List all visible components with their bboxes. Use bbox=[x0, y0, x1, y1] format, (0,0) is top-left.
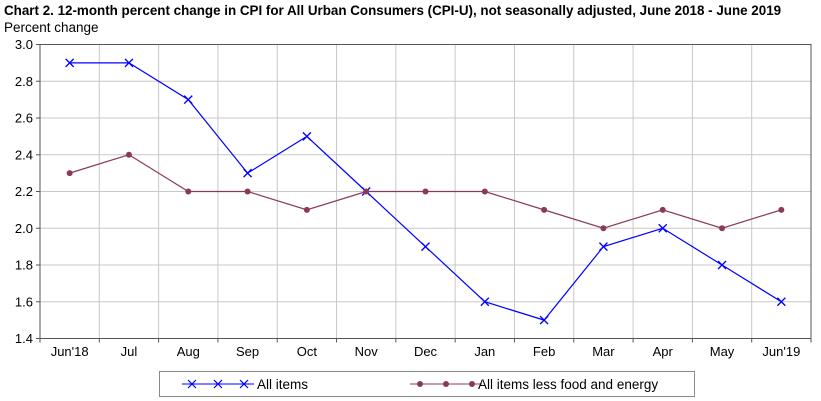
x-tick-label-7: Jan bbox=[474, 344, 495, 359]
legend-label-core: All items less food and energy bbox=[478, 377, 659, 392]
legend-swatch-core bbox=[410, 381, 482, 387]
x-tick-label-5: Nov bbox=[355, 344, 379, 359]
point-s1-4 bbox=[303, 206, 310, 213]
legend-label-all-items: All items bbox=[257, 377, 309, 392]
y-tick-label-0: 1.4 bbox=[15, 331, 33, 346]
x-tick-label-11: May bbox=[710, 344, 735, 359]
y-axis-label: Percent change bbox=[4, 20, 99, 35]
y-tick-label-8: 3.0 bbox=[15, 37, 33, 52]
x-tick-label-12: Jun'19 bbox=[762, 344, 800, 359]
x-tick-label-4: Oct bbox=[297, 344, 318, 359]
point-s0-11 bbox=[717, 260, 727, 270]
y-tick-label-6: 2.6 bbox=[15, 111, 33, 126]
y-tick-label-5: 2.4 bbox=[15, 147, 33, 162]
y-tick-label-7: 2.8 bbox=[15, 74, 33, 89]
point-s1-11 bbox=[719, 225, 726, 232]
point-s1-10 bbox=[659, 206, 666, 213]
legend-swatch-all-items bbox=[182, 379, 254, 389]
y-tick-label-4: 2.2 bbox=[15, 184, 33, 199]
point-s1-12 bbox=[778, 206, 785, 213]
y-tick-label-1: 1.6 bbox=[15, 294, 33, 309]
point-s0-4 bbox=[302, 131, 312, 141]
gridlines bbox=[40, 44, 811, 339]
x-tick-label-2: Aug bbox=[177, 344, 200, 359]
chart-title: Chart 2. 12-month percent change in CPI … bbox=[4, 3, 782, 18]
point-s0-10 bbox=[658, 223, 668, 233]
legend: All items All items less food and energy bbox=[159, 371, 695, 397]
point-s0-2 bbox=[183, 95, 193, 105]
point-s1-6 bbox=[422, 188, 429, 195]
y-tick-label-2: 1.8 bbox=[15, 258, 33, 273]
x-tick-label-9: Mar bbox=[592, 344, 615, 359]
series-layer bbox=[65, 58, 786, 325]
x-tick-label-1: Jul bbox=[121, 344, 138, 359]
x-tick-label-6: Dec bbox=[414, 344, 438, 359]
x-tick-label-3: Sep bbox=[236, 344, 259, 359]
point-s1-9 bbox=[600, 225, 607, 232]
point-s0-1 bbox=[124, 58, 134, 68]
point-s0-3 bbox=[243, 168, 253, 178]
point-s1-8 bbox=[541, 206, 548, 213]
x-tick-label-0: Jun'18 bbox=[51, 344, 89, 359]
point-s0-6 bbox=[421, 242, 430, 252]
point-s1-1 bbox=[125, 151, 132, 158]
point-s0-7 bbox=[480, 297, 490, 307]
point-s1-0 bbox=[66, 170, 73, 177]
point-s1-5 bbox=[363, 188, 370, 195]
point-s0-0 bbox=[65, 58, 75, 68]
x-tick-label-10: Apr bbox=[653, 344, 674, 359]
y-tick-label-3: 2.0 bbox=[15, 221, 33, 236]
point-s1-2 bbox=[185, 188, 192, 195]
point-s1-7 bbox=[481, 188, 488, 195]
x-tick-label-8: Feb bbox=[533, 344, 555, 359]
axis-ticks: 1.4 1.6 1.8 2.0 2.2 2.4 2.6 2.8 3.0 Jun'18 Jul Aug S… bbox=[15, 37, 812, 359]
point-s0-9 bbox=[598, 242, 608, 252]
point-s1-3 bbox=[244, 188, 251, 195]
point-s0-8 bbox=[539, 315, 549, 325]
point-s0-12 bbox=[776, 297, 786, 307]
